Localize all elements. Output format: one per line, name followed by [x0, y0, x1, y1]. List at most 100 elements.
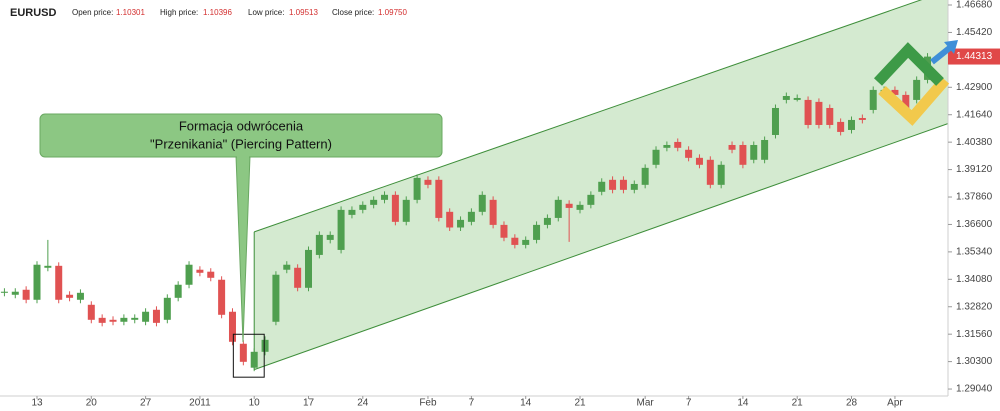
annotation: "Przenikania" (Piercing Pattern) [150, 136, 332, 151]
candle-body [478, 194, 486, 212]
x-tick-label: 10 [249, 398, 261, 409]
candle-body [587, 194, 595, 205]
candle-body [44, 265, 52, 268]
x-tick-label: 14 [520, 398, 532, 409]
candle-body [370, 199, 378, 205]
x-tick-label: 17 [303, 398, 315, 409]
candle-body [793, 97, 801, 100]
candle-body [163, 297, 171, 320]
candle-body [0, 291, 8, 293]
candle-body [315, 234, 323, 255]
last-price-box [948, 48, 1000, 65]
candle-body [641, 167, 649, 185]
channel-upper [254, 0, 923, 233]
candle-body [848, 119, 855, 130]
candle-body [815, 101, 823, 125]
candle-body [261, 339, 269, 352]
candle-body [33, 264, 41, 300]
candle-body [913, 79, 921, 100]
candle-body [728, 144, 736, 150]
candle-body [826, 107, 834, 125]
candle-body [522, 239, 530, 245]
y-tick-label: 1.29040 [956, 384, 993, 395]
candle-body [902, 94, 910, 110]
candle-body [652, 149, 660, 165]
logo-upper [873, 42, 944, 86]
candle-body [11, 291, 19, 295]
candle-body [457, 219, 465, 228]
candle-body [804, 99, 812, 125]
field-value: 1.10396 [203, 8, 232, 17]
x-tick-label: Feb [419, 398, 437, 409]
candle-body [207, 271, 215, 278]
logo-lower [878, 76, 950, 126]
candle-body [858, 117, 866, 120]
candle-body [120, 317, 128, 322]
candle-body [435, 179, 443, 218]
field-label: Low price: [248, 8, 284, 17]
candle-body [294, 267, 302, 288]
candle-body [66, 294, 74, 298]
candle-body [717, 164, 725, 185]
y-tick-label: 1.31560 [956, 329, 993, 340]
candle-body [609, 179, 617, 190]
candle-body [326, 234, 334, 240]
x-tick-label: 27 [140, 398, 152, 409]
logo-arrow-head [944, 40, 958, 54]
logo [873, 40, 958, 126]
x-tick-label: 7 [686, 398, 692, 409]
candle-body [543, 217, 551, 225]
y-tick-label: 1.46680 [956, 0, 993, 11]
candle-body [750, 144, 758, 160]
field-label: Close price: [332, 8, 374, 17]
candle-body [619, 179, 627, 190]
candle-body [228, 311, 236, 342]
callout-joint [237, 154, 249, 158]
channel-lower [254, 123, 948, 371]
candle-body [565, 203, 573, 208]
x-tick-label: 2011 [189, 398, 211, 409]
candle-body [174, 284, 182, 298]
field-label: Open price: [72, 8, 113, 17]
y-tick-label: 1.45420 [956, 27, 993, 38]
field-value: 1.10301 [116, 8, 145, 17]
candle-body [76, 292, 84, 300]
y-tick-label: 1.40380 [956, 137, 993, 148]
candle-body [674, 141, 682, 148]
annotation: Formacja odwrócenia [179, 118, 304, 133]
x-tick-label: Mar [637, 398, 655, 409]
candle-body [489, 199, 497, 225]
x-tick-label: 14 [737, 398, 749, 409]
x-tick-label: 20 [86, 398, 98, 409]
candle-body [142, 311, 150, 322]
logo-arrow [930, 43, 954, 65]
candle-body [359, 204, 367, 210]
candle-body [695, 157, 703, 165]
y-tick-label: 1.39120 [956, 164, 993, 175]
candle-body [22, 289, 30, 300]
x-tick-label: 24 [357, 398, 369, 409]
callout: Formacja odwrócenia "Przenikania" (Pierc… [39, 113, 443, 343]
candle-body [305, 249, 312, 288]
candle-body [152, 309, 160, 323]
candle-body [424, 179, 432, 185]
y-tick-label: 1.30300 [956, 356, 993, 367]
field-value: 1.09750 [378, 8, 407, 17]
field-label: High price: [160, 8, 198, 17]
candle-body [402, 199, 410, 222]
candle-body [771, 107, 779, 135]
candle-body [337, 209, 345, 250]
candle-body [283, 264, 291, 270]
candle-body [239, 343, 247, 362]
candle-body [250, 351, 258, 368]
candle-body [87, 304, 95, 320]
last-price-label: 1.44313 [956, 51, 993, 62]
x-tick-label: Apr [887, 398, 903, 409]
candle-body [739, 144, 747, 165]
candle-body [598, 181, 606, 192]
candle-body [185, 264, 193, 285]
candle-body [869, 89, 877, 110]
candle-body [348, 209, 356, 215]
